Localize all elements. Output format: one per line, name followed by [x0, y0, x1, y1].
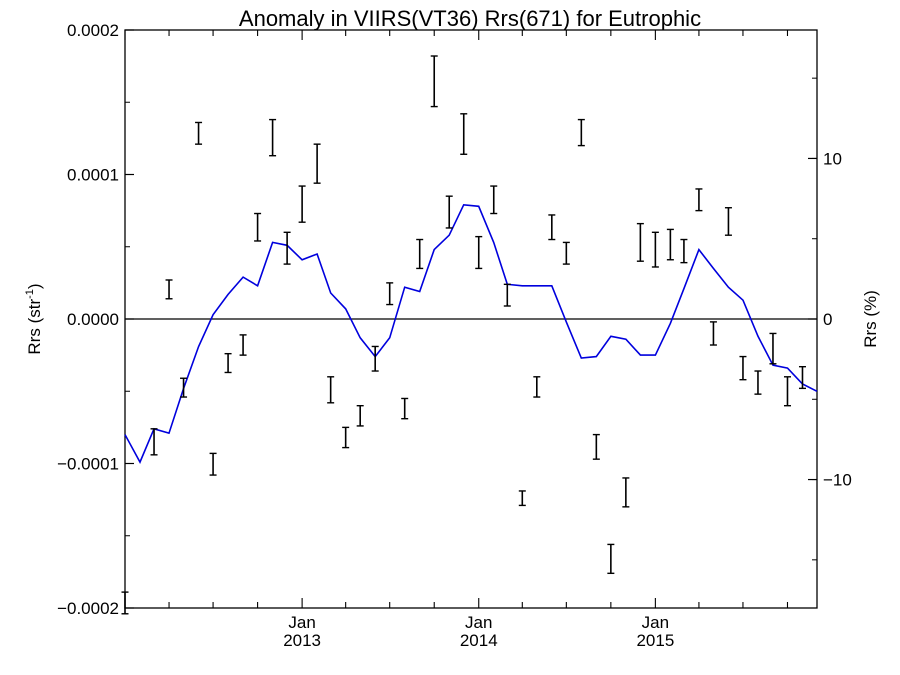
y2-tick-label: −10 — [823, 471, 852, 490]
error-bar — [739, 355, 747, 381]
error-bar — [342, 426, 350, 449]
x-tick-label-year: 2014 — [460, 631, 498, 650]
y2-tick-label: 0 — [823, 310, 832, 329]
error-bar — [709, 321, 717, 346]
error-bar — [490, 185, 498, 215]
y2-tick-label: 10 — [823, 149, 842, 168]
chart-title: Anomaly in VIIRS(VT36) Rrs(671) for Eutr… — [239, 6, 701, 31]
error-bar — [254, 212, 262, 242]
y-tick-label: 0.0002 — [67, 21, 119, 40]
y2-axis-label: Rrs (%) — [861, 290, 880, 348]
error-bar — [783, 376, 791, 407]
error-bar — [371, 345, 379, 372]
error-bar — [666, 228, 674, 261]
x-tick-label-year: 2015 — [636, 631, 674, 650]
error-bar — [622, 477, 630, 508]
error-bar — [562, 241, 570, 265]
error-bar — [798, 365, 806, 390]
error-bar — [651, 231, 659, 268]
error-bar — [695, 188, 703, 212]
error-bar — [503, 283, 511, 307]
error-bar — [445, 195, 453, 229]
x-tick-label-month: Jan — [288, 613, 315, 632]
error-bar — [475, 235, 483, 270]
error-bar — [577, 118, 585, 147]
error-bar — [313, 143, 321, 184]
y-tick-label: −0.0002 — [57, 599, 119, 618]
error-bar — [209, 452, 217, 476]
error-bar — [754, 370, 762, 395]
error-bar — [298, 185, 306, 223]
error-bar — [636, 222, 644, 262]
error-bar — [224, 352, 232, 374]
anomaly-line — [124, 203, 818, 464]
error-bar — [533, 376, 541, 398]
y-axis-label-superscript: -1 — [24, 289, 36, 299]
error-bar — [401, 397, 409, 420]
y-tick-label: 0.0000 — [67, 310, 119, 329]
error-bar — [548, 214, 556, 241]
error-bar — [430, 55, 438, 108]
error-bar — [680, 238, 688, 264]
error-bar — [518, 490, 526, 507]
error-bar — [283, 231, 291, 265]
x-tick-label-month: Jan — [465, 613, 492, 632]
y-axis-right: 10 0 −10 — [808, 77, 852, 561]
x-tick-label-month: Jan — [642, 613, 669, 632]
error-bar — [769, 332, 777, 365]
y-tick-label: 0.0001 — [67, 166, 119, 185]
error-bar — [180, 377, 188, 398]
error-bar — [724, 207, 732, 236]
y-axis-label: Rrs (str-1) — [24, 283, 44, 354]
y-tick-label: −0.0001 — [57, 455, 119, 474]
error-bar — [195, 121, 203, 145]
series-layer — [121, 55, 818, 615]
error-bar — [269, 118, 277, 157]
error-bar — [327, 376, 335, 404]
error-bar — [416, 238, 424, 270]
error-bar — [165, 279, 173, 300]
error-bar — [150, 428, 158, 456]
error-bar — [592, 433, 600, 460]
x-tick-label-year: 2013 — [283, 631, 321, 650]
error-bar — [607, 543, 615, 575]
error-bar — [356, 405, 364, 427]
error-bar — [121, 591, 129, 615]
y-axis-left: 0.0002 0.0001 0.0000 −0.0001 −0.0002 — [57, 21, 134, 618]
error-bar — [460, 113, 468, 155]
error-bar — [239, 334, 247, 356]
error-bar — [386, 282, 394, 306]
